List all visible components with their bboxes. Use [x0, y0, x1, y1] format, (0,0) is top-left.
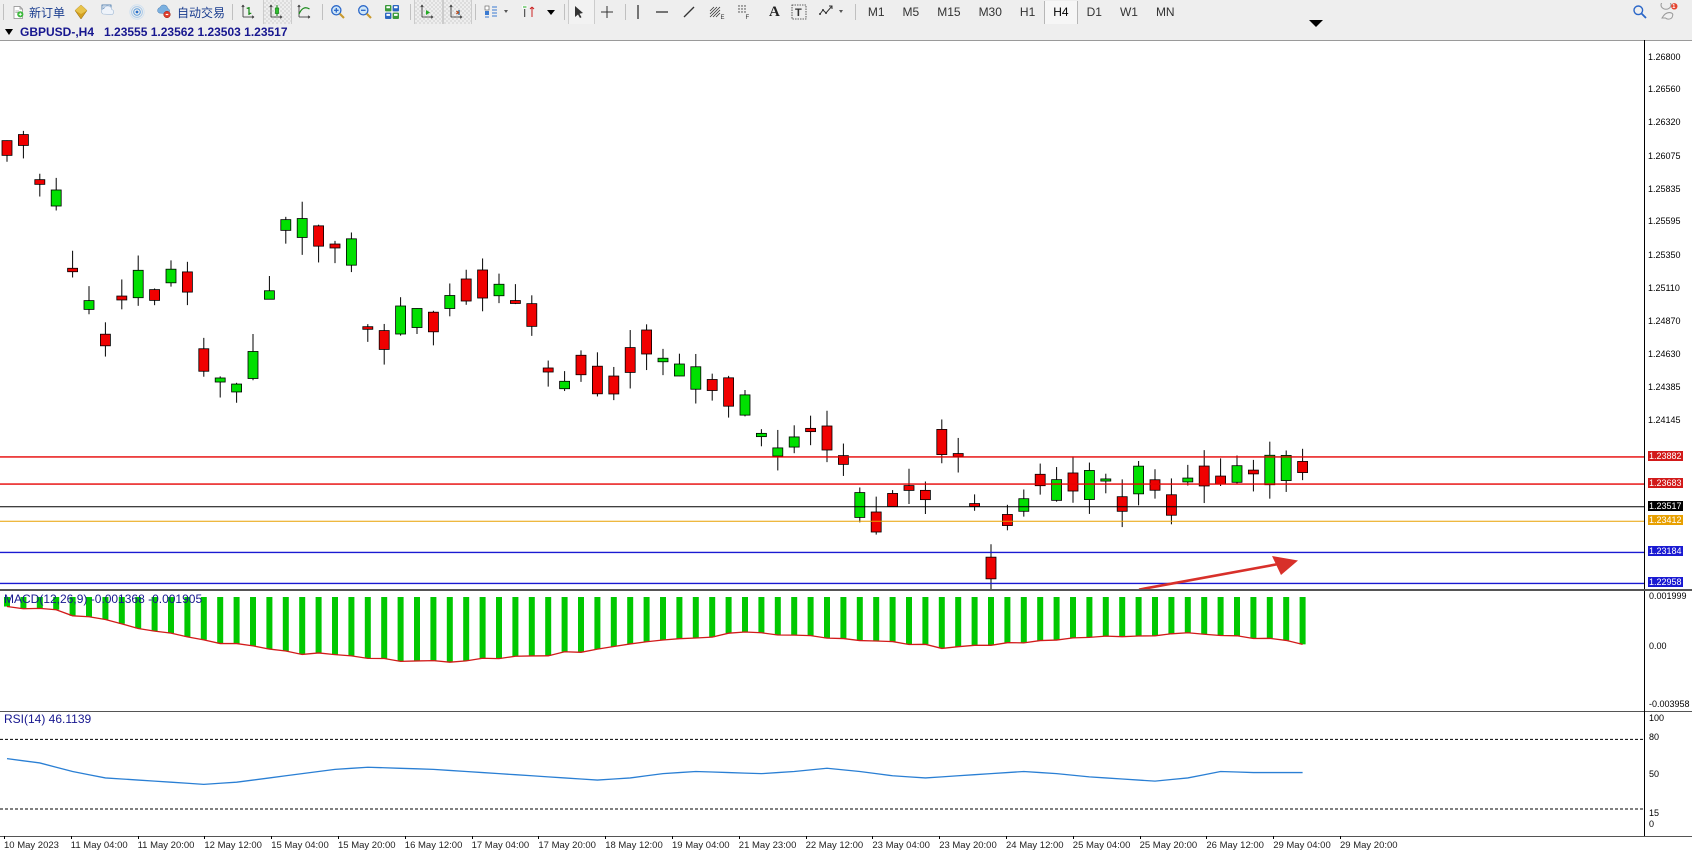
svg-text:T: T [795, 7, 802, 19]
svg-text:1: 1 [1672, 4, 1675, 10]
svg-text:F: F [746, 15, 750, 20]
svg-text:E: E [721, 15, 725, 20]
